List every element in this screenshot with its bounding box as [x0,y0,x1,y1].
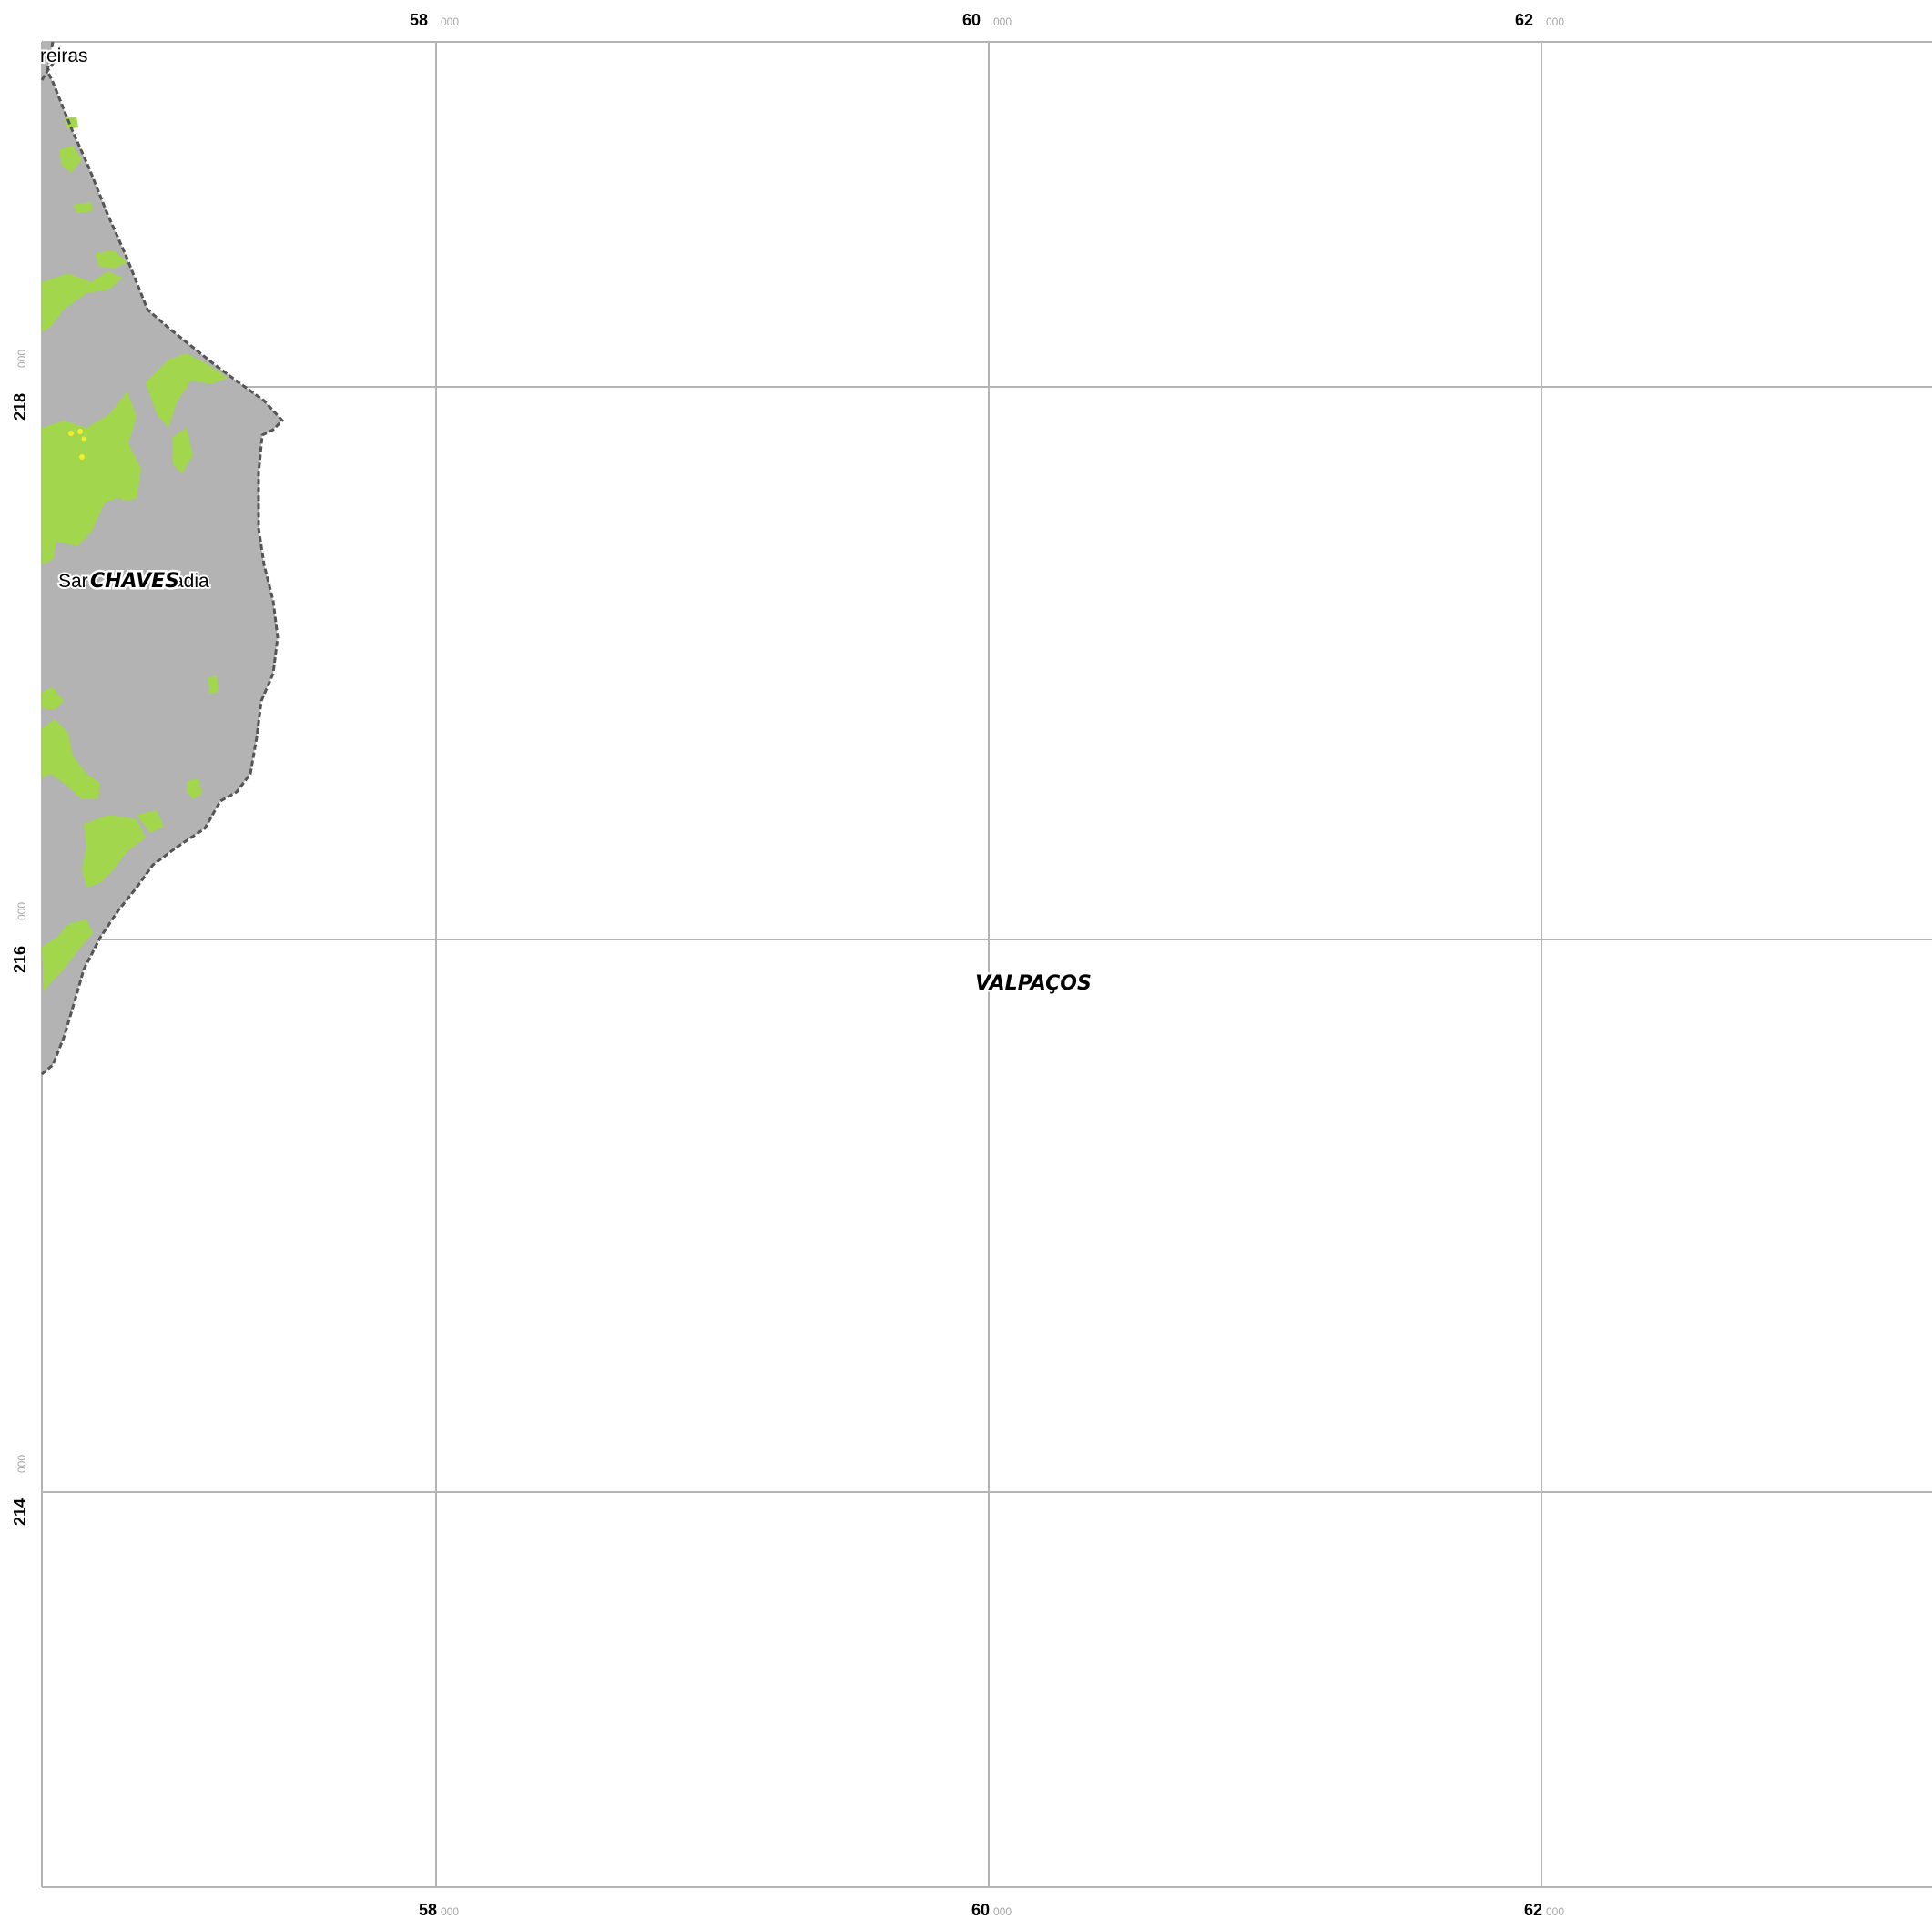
bottom-x-label-minor: 000 [993,1905,1012,1918]
top-x-label-major: 62 [1515,11,1533,29]
vegetation-patch [102,428,141,501]
left-y-label-major: 218 [11,393,29,421]
vegetation-patch [208,675,219,694]
left-y-label-major: 216 [11,946,29,973]
municipality-label-valpacos: VALPAÇOS [975,972,1092,995]
vegetation-patch [73,202,93,213]
vegetation-patch [96,250,127,269]
place-label-reiras: reiras [40,46,88,66]
vegetation-patch [42,687,64,710]
left-y-label-minor: 000 [15,1455,28,1473]
place-label-sar: Sar [58,571,88,592]
hotspot-point [68,431,74,436]
place-labels: reiras Sar adia [38,44,211,594]
vegetation-patch [137,810,164,833]
territory-fill [42,42,282,1074]
top-x-label-minor: 000 [441,15,459,28]
hotspot-point [77,429,83,434]
hotspot-points [68,429,86,460]
left-y-label-minor: 000 [15,902,28,920]
vegetation-patch [82,815,146,888]
vegetation-patch [187,778,202,799]
vegetation-patch [42,271,123,332]
municipal-boundary-dashed-line [41,41,285,1076]
municipality-labels: CHAVES VALPAÇOS [88,568,1094,998]
hotspot-point [81,436,86,442]
vegetation-patch [42,719,100,799]
coordinate-grid [42,42,1932,1887]
top-x-label-minor: 000 [993,15,1012,28]
vegetation-patch [42,919,93,992]
bottom-coordinate-labels: 58 000 60 000 62 000 [419,1901,1564,1919]
vegetation-patch [59,146,82,173]
left-y-label-major: 214 [11,1498,29,1526]
bottom-x-label-minor: 000 [1546,1905,1564,1918]
top-x-label-major: 60 [962,11,981,29]
bottom-x-label-major: 58 [419,1901,437,1919]
vegetation-patches [42,117,228,992]
chaves-territory[interactable] [40,41,285,1076]
left-coordinate-labels: 218 000 216 000 214 000 [11,350,29,1526]
top-coordinate-labels: 58 000 60 000 62 000 [410,11,1564,29]
vegetation-patch [146,353,228,428]
place-label-adia: adia [173,571,209,592]
left-y-label-minor: 000 [15,350,28,368]
top-x-label-minor: 000 [1546,15,1564,28]
vegetation-patch [173,428,193,473]
bottom-x-label-major: 62 [1524,1901,1542,1919]
north-boundary-tip [40,52,58,81]
bottom-x-label-major: 60 [971,1901,990,1919]
bottom-x-label-minor: 000 [441,1905,459,1918]
top-x-label-major: 58 [410,11,428,29]
municipality-label-chaves: CHAVES [90,570,179,593]
hotspot-point [79,454,85,460]
